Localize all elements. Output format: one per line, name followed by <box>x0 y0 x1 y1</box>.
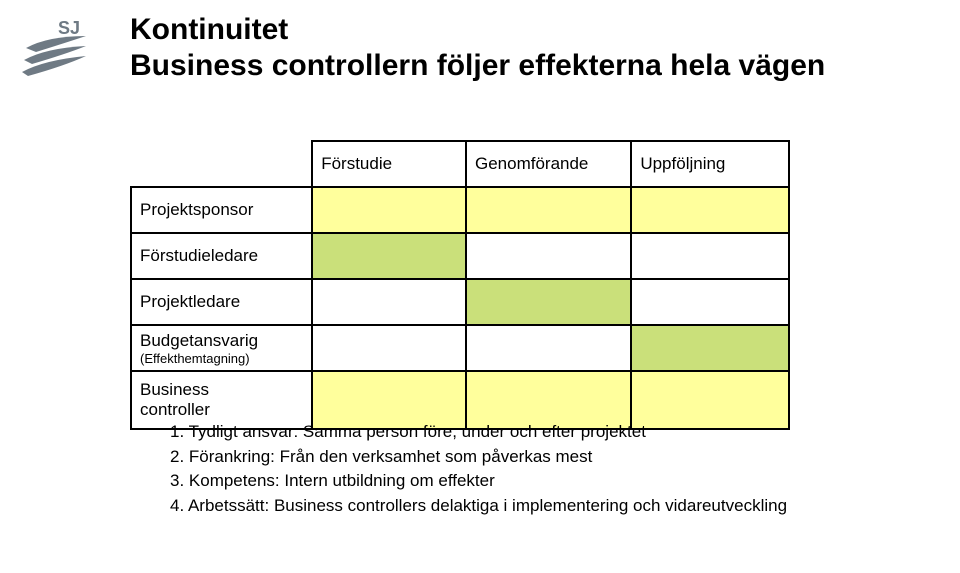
cell <box>312 233 466 279</box>
row-label-text: Projektledare <box>140 292 303 312</box>
cell <box>631 233 789 279</box>
cell <box>312 279 466 325</box>
header-empty-cell <box>131 141 312 187</box>
row-label-text: Businesscontroller <box>140 380 303 420</box>
row-label-text: Budgetansvarig <box>140 331 303 351</box>
row-label: Förstudieledare <box>131 233 312 279</box>
cell <box>466 233 631 279</box>
table-row: Förstudieledare <box>131 233 789 279</box>
row-label: Budgetansvarig(Effekthemtagning) <box>131 325 312 371</box>
table-row: Projektsponsor <box>131 187 789 233</box>
row-label: Projektledare <box>131 279 312 325</box>
cell <box>631 187 789 233</box>
logo-text: SJ <box>58 18 80 38</box>
cell <box>312 187 466 233</box>
row-label-sub: (Effekthemtagning) <box>140 351 303 366</box>
cell <box>631 279 789 325</box>
header-uppfoljning: Uppföljning <box>631 141 789 187</box>
row-label-text: Projektsponsor <box>140 200 303 220</box>
list-item: 4. Arbetssätt: Business controllers dela… <box>170 494 787 519</box>
header-forstudie: Förstudie <box>312 141 466 187</box>
row-label-text: Förstudieledare <box>140 246 303 266</box>
cell <box>466 279 631 325</box>
table-header-row: Förstudie Genomförande Uppföljning <box>131 141 789 187</box>
table-row: Projektledare <box>131 279 789 325</box>
cell <box>312 325 466 371</box>
cell <box>466 325 631 371</box>
title-line-1: Kontinuitet <box>130 12 825 48</box>
header-genomforande: Genomförande <box>466 141 631 187</box>
row-label: Projektsponsor <box>131 187 312 233</box>
cell <box>631 325 789 371</box>
title-line-2: Business controllern följer effekterna h… <box>130 48 825 84</box>
slide-title: Kontinuitet Business controllern följer … <box>130 12 825 84</box>
sj-logo: SJ <box>18 18 98 78</box>
cell <box>466 187 631 233</box>
list-item: 2. Förankring: Från den verksamhet som p… <box>170 445 787 470</box>
role-phase-table: Förstudie Genomförande Uppföljning Proje… <box>130 140 790 430</box>
list-item: 1. Tydligt ansvar: Samma person före, un… <box>170 420 787 445</box>
list-item: 3. Kompetens: Intern utbildning om effek… <box>170 469 787 494</box>
bullet-list: 1. Tydligt ansvar: Samma person före, un… <box>170 420 787 519</box>
table-row: Budgetansvarig(Effekthemtagning) <box>131 325 789 371</box>
